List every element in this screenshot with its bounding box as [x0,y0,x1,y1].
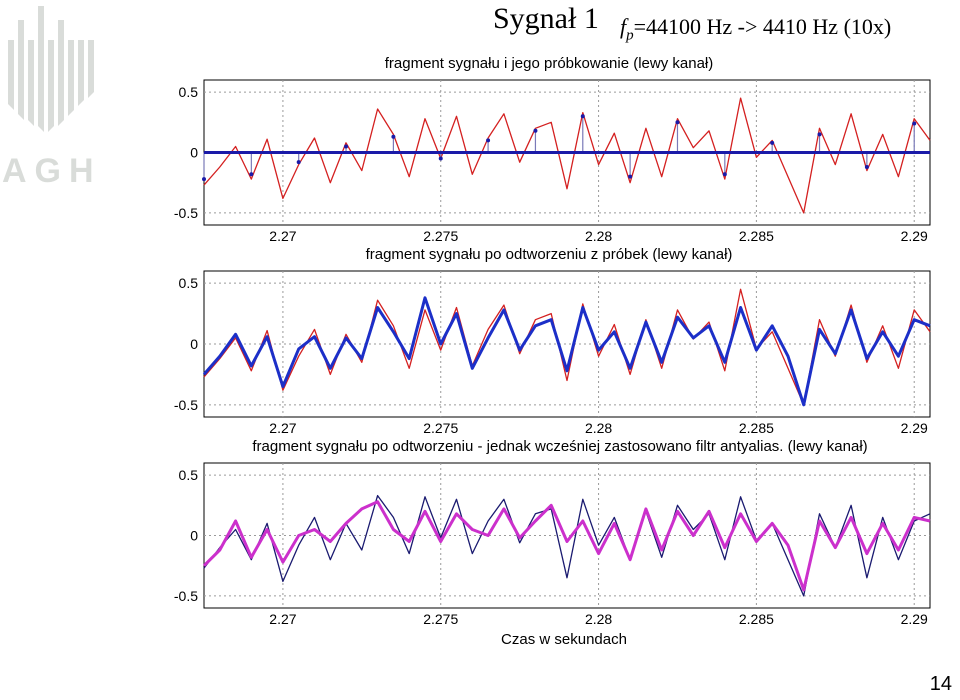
sample-point [202,177,206,182]
x-tick-label: 2.27 [269,228,296,244]
sample-point [722,172,727,177]
page-number: 14 [929,673,952,695]
y-tick-label: -0.5 [174,397,198,413]
x-tick-label: 2.275 [423,611,458,627]
plot-frame [203,462,931,609]
y-tick-label: -0.5 [174,588,198,604]
sample-point [770,140,775,145]
subplot-title: fragment sygnału i jego próbkowanie (lew… [385,55,714,72]
sample-point [438,156,443,161]
series-line-2 [202,500,931,592]
y-tick-label: 0.5 [179,467,199,483]
rate-subscript: p [626,27,634,44]
x-tick-label: 2.29 [901,611,928,627]
y-tick-label: 0.5 [179,84,199,100]
y-tick-label: 0 [190,336,198,352]
x-tick-label: 2.285 [739,611,774,627]
subplot-1: 2.27 2.275 2.28 2.285 2.29 0.5 0 -0.5 fragment s… [174,55,931,244]
x-tick-label: 2.29 [901,420,928,436]
subplot-title: fragment sygnału po odtworzeniu - jednak… [252,438,867,455]
sample-point [391,134,396,139]
x-tick-label: 2.275 [423,228,458,244]
sample-point [249,172,254,177]
x-axis-label: Czas w sekundach [501,631,627,648]
sample-point [533,128,538,133]
y-tick-label: 0 [190,528,198,544]
sample-point [486,138,491,143]
sample-point [817,132,822,137]
sample-point [344,144,349,149]
sampling-rate-note: fp=44100 Hz -> 4410 Hz (10x) [620,14,891,44]
rate-text: =44100 Hz -> 4410 Hz (10x) [633,14,892,39]
subplot-2: 2.27 2.275 2.28 2.285 2.29 0.5 0 -0.5 fragment s… [174,246,931,436]
subplot-title: fragment sygnału po odtworzeniu z próbek… [366,246,733,263]
x-tick-label: 2.29 [901,228,928,244]
sample-point [580,114,585,119]
y-tick-label: 0.5 [179,275,199,291]
y-tick-label: -0.5 [174,205,198,221]
slide-title: Sygnał 1 [493,2,599,35]
subplot-3: 2.27 2.275 2.28 2.285 2.29 0.5 0 -0.5 fragment s… [174,438,931,648]
x-tick-label: 2.285 [739,228,774,244]
series-line-2 [202,296,931,407]
sample-point [628,174,633,179]
sample-point [864,165,869,169]
y-tick-label: 0 [190,145,198,161]
series-line-1 [203,97,931,214]
rate-symbol: f [620,14,627,39]
x-tick-label: 2.27 [269,420,296,436]
x-tick-label: 2.285 [739,420,774,436]
x-tick-label: 2.28 [585,420,612,436]
x-tick-label: 2.27 [269,611,296,627]
x-tick-label: 2.28 [585,611,612,627]
sample-point [296,160,301,165]
agh-logo-text: AGH [2,152,102,190]
plot-frame [203,270,931,418]
agh-logo: AGH [2,6,102,190]
sample-point [675,120,680,125]
x-tick-label: 2.275 [423,420,458,436]
sample-point [912,121,917,126]
x-tick-label: 2.28 [585,228,612,244]
